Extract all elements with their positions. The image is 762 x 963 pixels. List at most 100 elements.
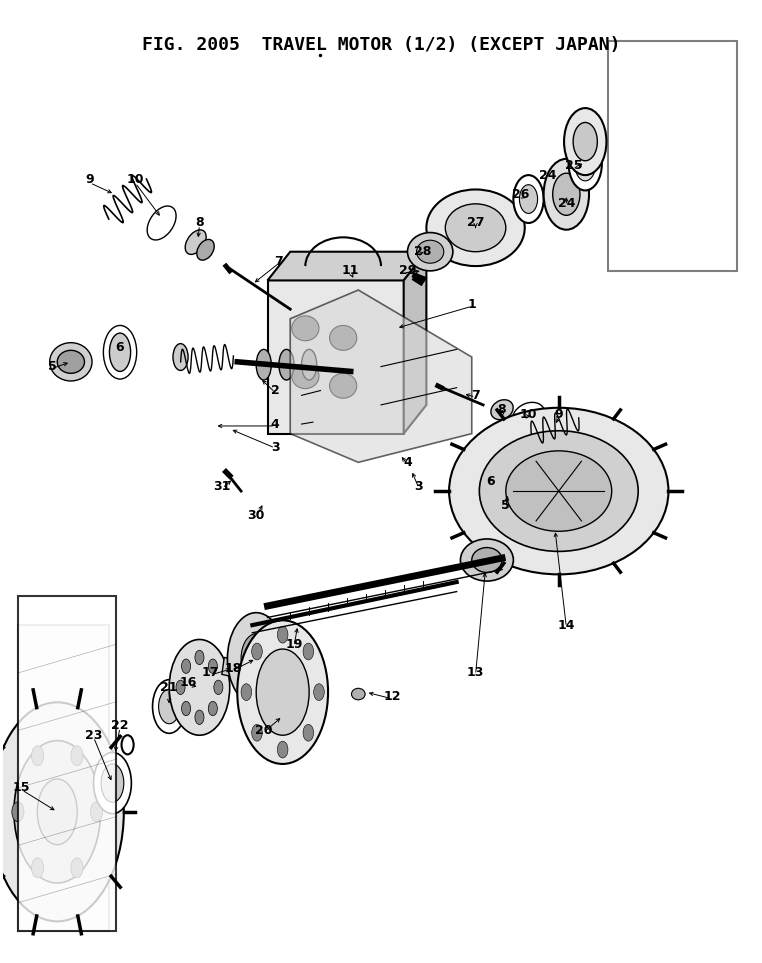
Ellipse shape xyxy=(14,741,101,883)
Ellipse shape xyxy=(303,643,314,660)
Ellipse shape xyxy=(185,230,207,254)
Text: 2: 2 xyxy=(271,384,280,397)
Ellipse shape xyxy=(460,539,514,581)
Text: 15: 15 xyxy=(13,781,30,794)
Ellipse shape xyxy=(208,659,217,673)
Ellipse shape xyxy=(277,742,288,758)
Ellipse shape xyxy=(427,190,525,266)
Ellipse shape xyxy=(408,232,453,271)
Polygon shape xyxy=(18,625,109,931)
Ellipse shape xyxy=(241,684,251,700)
Ellipse shape xyxy=(158,690,180,724)
Ellipse shape xyxy=(573,122,597,161)
Ellipse shape xyxy=(251,643,262,660)
Ellipse shape xyxy=(256,350,271,380)
Ellipse shape xyxy=(491,400,513,420)
Text: 10: 10 xyxy=(520,408,537,421)
Ellipse shape xyxy=(543,159,589,230)
Ellipse shape xyxy=(12,802,24,821)
Ellipse shape xyxy=(279,350,294,380)
Text: 7: 7 xyxy=(274,255,283,268)
Ellipse shape xyxy=(449,407,668,574)
Text: 9: 9 xyxy=(85,173,94,187)
Ellipse shape xyxy=(251,724,262,742)
Text: 24: 24 xyxy=(558,197,575,210)
Ellipse shape xyxy=(303,724,314,742)
Text: 5: 5 xyxy=(501,499,511,512)
Ellipse shape xyxy=(181,659,190,673)
Ellipse shape xyxy=(31,745,43,766)
Text: 11: 11 xyxy=(342,265,360,277)
Ellipse shape xyxy=(169,639,229,735)
Text: 9: 9 xyxy=(555,408,563,421)
Text: 14: 14 xyxy=(558,618,575,632)
Ellipse shape xyxy=(71,745,83,766)
Polygon shape xyxy=(18,596,117,931)
Text: 13: 13 xyxy=(467,666,484,680)
Ellipse shape xyxy=(329,374,357,399)
Ellipse shape xyxy=(417,240,443,263)
Ellipse shape xyxy=(31,858,43,878)
Ellipse shape xyxy=(181,701,190,716)
Ellipse shape xyxy=(208,701,217,716)
Ellipse shape xyxy=(195,650,204,664)
Ellipse shape xyxy=(0,702,123,922)
Text: 8: 8 xyxy=(498,403,506,416)
Text: FIG. 2005  TRAVEL MOTOR (1/2) (EXCEPT JAPAN): FIG. 2005 TRAVEL MOTOR (1/2) (EXCEPT JAP… xyxy=(142,37,620,54)
Ellipse shape xyxy=(520,185,537,214)
Text: 26: 26 xyxy=(512,188,530,200)
Text: 20: 20 xyxy=(255,724,273,737)
Polygon shape xyxy=(222,658,245,679)
Ellipse shape xyxy=(197,240,214,260)
Text: 21: 21 xyxy=(161,681,178,694)
Ellipse shape xyxy=(57,351,85,374)
Text: 25: 25 xyxy=(565,159,583,172)
Ellipse shape xyxy=(152,680,186,733)
Ellipse shape xyxy=(241,634,271,684)
Ellipse shape xyxy=(292,316,319,341)
Ellipse shape xyxy=(256,649,309,735)
Ellipse shape xyxy=(575,146,596,181)
Text: 29: 29 xyxy=(399,265,416,277)
Bar xyxy=(267,280,404,433)
Text: 27: 27 xyxy=(467,217,485,229)
Text: 3: 3 xyxy=(271,441,280,455)
Ellipse shape xyxy=(101,764,123,802)
Text: 16: 16 xyxy=(179,676,197,690)
Ellipse shape xyxy=(227,612,285,705)
Ellipse shape xyxy=(514,175,543,223)
Ellipse shape xyxy=(314,684,325,700)
Text: 5: 5 xyxy=(47,360,56,373)
Ellipse shape xyxy=(173,344,188,371)
Text: 6: 6 xyxy=(116,341,124,354)
Ellipse shape xyxy=(472,548,502,572)
Ellipse shape xyxy=(292,364,319,389)
Polygon shape xyxy=(404,251,427,433)
Ellipse shape xyxy=(277,626,288,643)
Ellipse shape xyxy=(37,779,77,845)
Ellipse shape xyxy=(195,710,204,724)
Text: 24: 24 xyxy=(539,169,556,182)
Ellipse shape xyxy=(302,350,317,380)
Text: 12: 12 xyxy=(383,690,401,703)
Polygon shape xyxy=(267,251,427,280)
Ellipse shape xyxy=(110,333,130,372)
Text: 31: 31 xyxy=(213,480,231,493)
Ellipse shape xyxy=(214,680,223,694)
Ellipse shape xyxy=(351,689,365,700)
Polygon shape xyxy=(290,290,472,462)
Ellipse shape xyxy=(568,137,602,191)
Ellipse shape xyxy=(564,108,607,175)
Text: 28: 28 xyxy=(414,246,431,258)
Text: 22: 22 xyxy=(111,719,129,732)
Ellipse shape xyxy=(552,173,580,216)
Ellipse shape xyxy=(512,403,545,430)
Ellipse shape xyxy=(479,430,639,552)
Text: 18: 18 xyxy=(225,662,242,675)
Polygon shape xyxy=(608,41,737,271)
Ellipse shape xyxy=(445,204,506,251)
Ellipse shape xyxy=(91,802,103,821)
Text: 30: 30 xyxy=(248,508,265,522)
Ellipse shape xyxy=(147,206,176,240)
Ellipse shape xyxy=(94,752,131,814)
